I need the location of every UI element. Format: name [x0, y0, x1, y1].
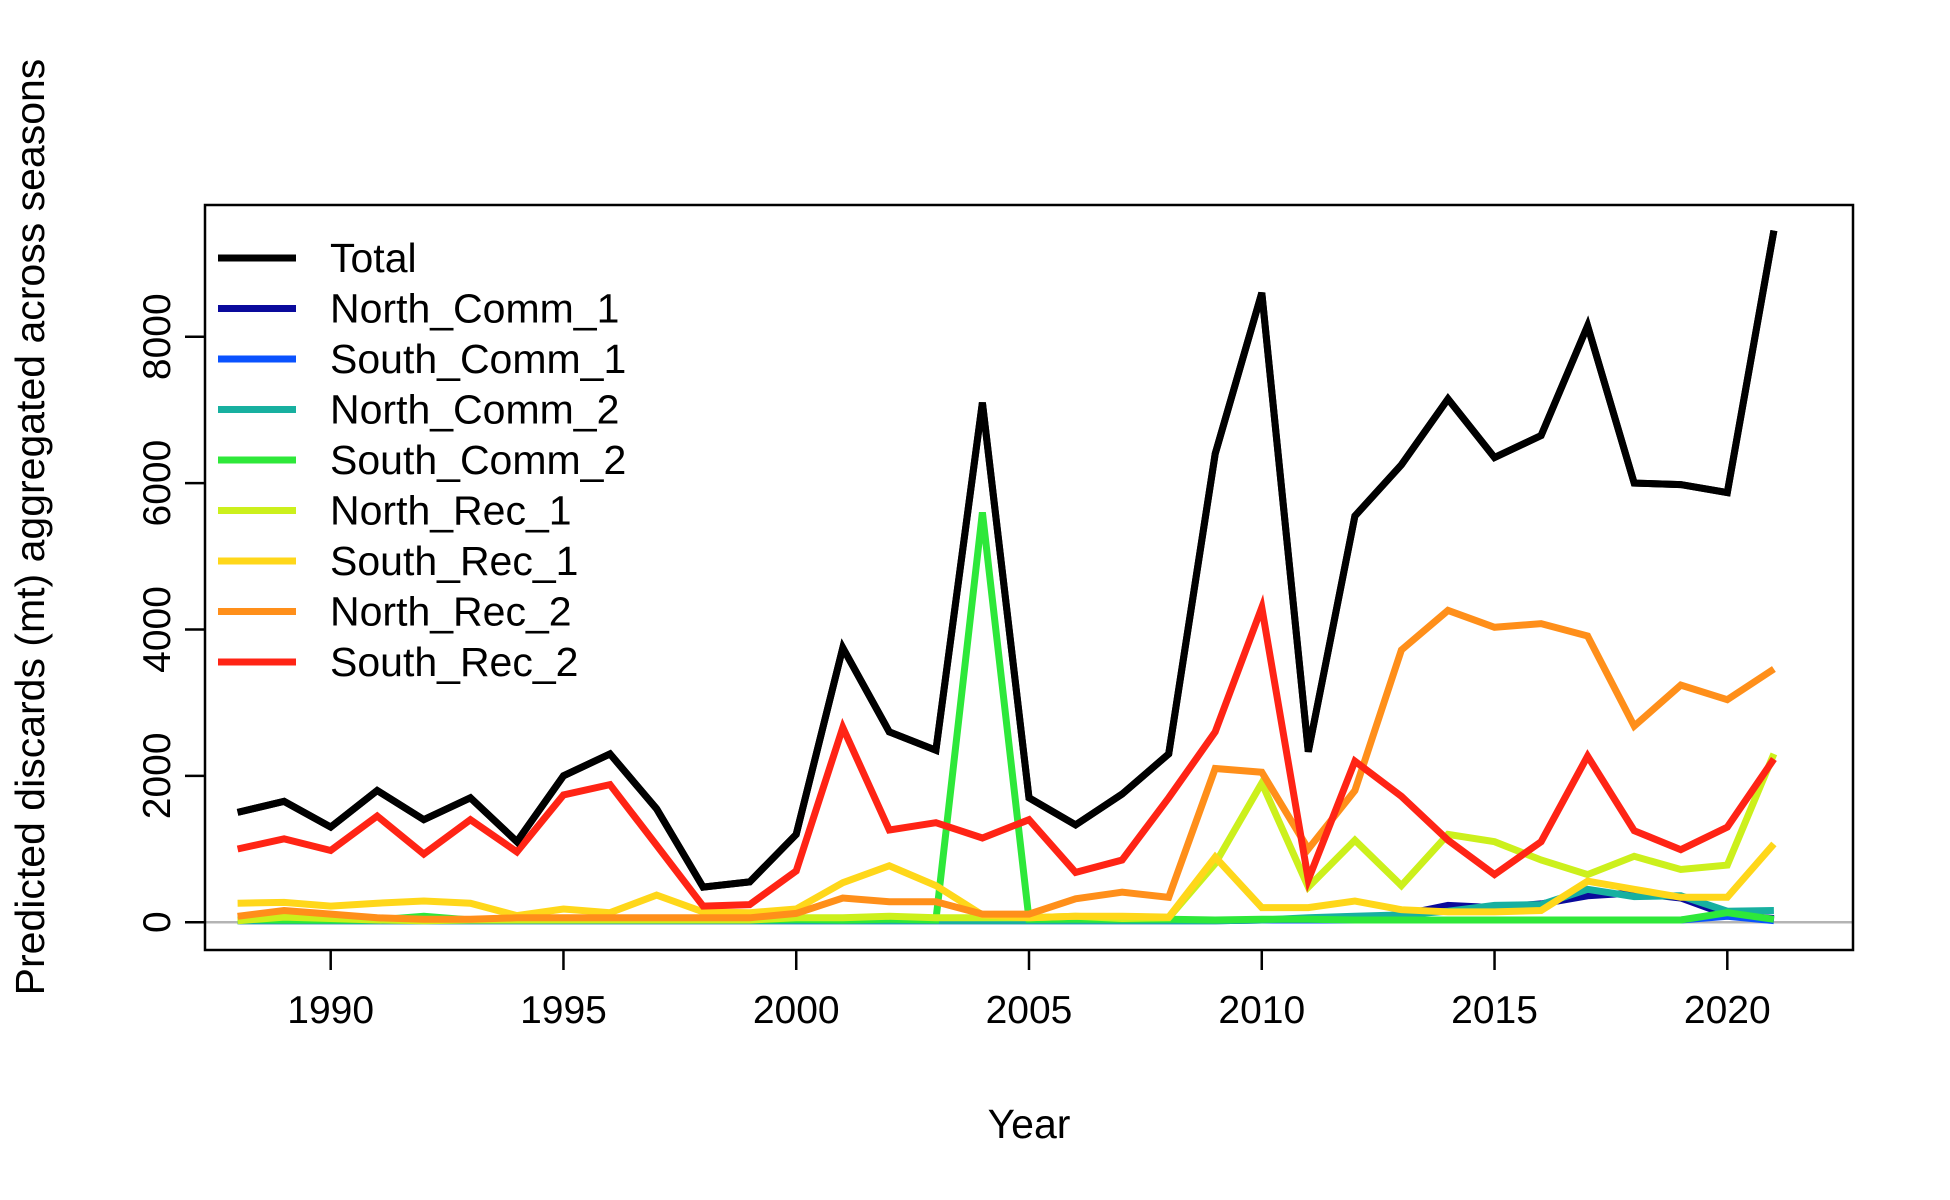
series-line-total-top [236, 229, 1778, 891]
legend-label-south-comm-1: South_Comm_1 [330, 336, 626, 382]
legend-label-south-comm-2: South_Comm_2 [330, 437, 626, 483]
x-tick-label: 2005 [986, 989, 1073, 1032]
x-tick-label: 2010 [1218, 989, 1305, 1032]
y-tick-label: 0 [136, 911, 179, 933]
x-tick-label: 2015 [1451, 989, 1538, 1032]
y-tick-label: 4000 [136, 586, 179, 673]
y-tick-label: 2000 [136, 732, 179, 819]
series-layer [236, 229, 1778, 925]
x-axis-title: Year [988, 1101, 1071, 1147]
y-tick-label: 6000 [136, 440, 179, 527]
x-tick-label: 1990 [287, 989, 374, 1032]
legend-label-south-rec-2: South_Rec_2 [330, 639, 578, 685]
legend-label-north-rec-1: North_Rec_1 [330, 488, 572, 534]
y-axis-title: Predicted discards (mt) aggregated acros… [7, 59, 53, 996]
legend-label-north-rec-2: North_Rec_2 [330, 589, 572, 635]
series-line-south-rec-2 [236, 594, 1777, 910]
legend-label-north-comm-2: North_Comm_2 [330, 387, 619, 433]
axes-layer: 1990 1995 2000 2005 2010 2015 2020 0 2000 4000 600… [136, 293, 1771, 1032]
y-tick-label: 8000 [136, 293, 179, 380]
legend-label-south-rec-1: South_Rec_1 [330, 538, 578, 584]
legend-label-north-comm-1: North_Comm_1 [330, 286, 619, 332]
x-tick-label: 2000 [753, 989, 840, 1032]
x-tick-label: 2020 [1684, 989, 1771, 1032]
series-line-north-rec-2 [237, 606, 1776, 923]
legend-label-total: Total [330, 235, 417, 281]
x-tick-label: 1995 [520, 989, 607, 1032]
